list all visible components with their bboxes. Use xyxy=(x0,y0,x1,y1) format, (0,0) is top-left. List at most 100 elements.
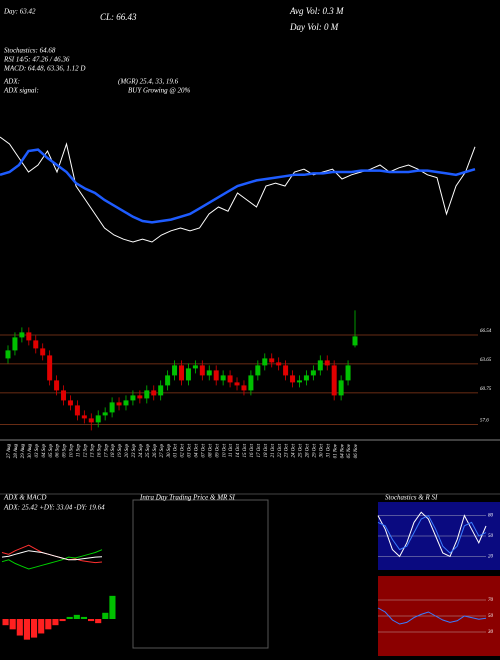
x-tick-label: 28 Oct xyxy=(306,443,311,457)
x-tick-label: 18 Sep xyxy=(111,444,116,458)
candle-body xyxy=(81,415,87,419)
x-tick-label: 16 Sep xyxy=(97,444,102,458)
candle-body xyxy=(283,365,289,376)
x-tick-label: 08 Oct xyxy=(208,443,213,457)
x-tick-label: 30 Sep xyxy=(167,444,172,458)
candle-body xyxy=(262,358,268,366)
x-tick-label: 27 Sep xyxy=(160,444,165,458)
candle-body xyxy=(290,375,296,383)
series-line xyxy=(0,148,476,224)
candle-body xyxy=(61,390,67,401)
candle-body xyxy=(158,385,164,396)
y-tick-label: 50 xyxy=(488,534,494,539)
candle-body xyxy=(345,365,351,381)
candle-body xyxy=(352,336,358,346)
x-tick-label: 17 Sep xyxy=(104,444,109,458)
header-line: Stochastics: 64.68 xyxy=(4,47,56,55)
x-tick-label: 06 Nov xyxy=(354,443,359,458)
macd-bar xyxy=(31,619,38,638)
candle-body xyxy=(19,332,25,338)
x-tick-label: 19 Sep xyxy=(118,444,123,458)
intraday-frame xyxy=(132,499,269,649)
macd-bar xyxy=(38,619,45,634)
x-tick-label: 12 Sep xyxy=(83,444,88,458)
candle-body xyxy=(33,340,39,349)
candle-body xyxy=(144,390,150,399)
candle-body xyxy=(192,365,198,369)
x-tick-label: 09 Oct xyxy=(215,443,220,457)
x-tick-label: 27 Aug xyxy=(7,444,12,459)
macd-bar xyxy=(88,619,95,622)
candle-body xyxy=(331,365,337,396)
header-line: BUY Growing @ 20% xyxy=(128,87,191,95)
candle-body xyxy=(296,380,302,383)
y-tick-label: 50 xyxy=(488,614,494,619)
series-line xyxy=(377,607,487,625)
series-line xyxy=(0,136,476,243)
x-tick-label: 16 Oct xyxy=(250,443,255,457)
y-tick-label: 60.75 xyxy=(480,387,492,392)
x-tick-label: 24 Oct xyxy=(292,443,297,457)
candle-body xyxy=(116,402,122,406)
candle-body xyxy=(234,382,240,386)
candle-body xyxy=(26,332,32,341)
candle-body xyxy=(255,365,261,376)
x-tick-label: 31 Oct xyxy=(326,443,331,457)
x-tick-label: 21 Oct xyxy=(271,443,276,457)
x-tick-label: 25 Sep xyxy=(146,444,151,458)
candle-body xyxy=(324,360,330,366)
series-line xyxy=(377,514,487,554)
y-tick-label: 63.65 xyxy=(480,358,492,363)
x-tick-label: 18 Oct xyxy=(264,443,269,457)
x-tick-label: 22 Oct xyxy=(278,443,283,457)
macd-bar xyxy=(59,619,66,622)
x-tick-label: 23 Oct xyxy=(285,443,290,457)
candle-body xyxy=(241,385,247,391)
x-tick-label: 01 Nov xyxy=(333,443,338,458)
x-tick-label: 10 Oct xyxy=(222,443,227,457)
candle-body xyxy=(227,375,233,383)
candle-body xyxy=(276,362,282,366)
candle-body xyxy=(179,365,184,381)
candle-body xyxy=(248,375,254,391)
candle-body xyxy=(165,375,171,386)
macd-bar xyxy=(23,619,30,640)
x-tick-label: 02 Oct xyxy=(181,443,186,457)
candle-body xyxy=(95,415,101,423)
candle-body xyxy=(303,375,309,381)
x-tick-label: 04 Nov xyxy=(340,443,345,458)
macd-bar xyxy=(45,619,52,630)
x-tick-label: 28 Aug xyxy=(14,444,19,459)
candle-body xyxy=(172,365,178,376)
y-tick-label: 66.54 xyxy=(480,329,492,334)
x-tick-label: 05 Sep xyxy=(49,444,54,458)
macd-bar xyxy=(80,616,87,619)
x-tick-label: 24 Sep xyxy=(139,444,144,458)
y-tick-label: 57.6 xyxy=(480,419,489,424)
macd-bar xyxy=(109,595,116,619)
panel-title: Stochastics & R SI xyxy=(385,494,438,502)
macd-bar xyxy=(66,616,73,619)
candle-body xyxy=(137,395,143,399)
macd-bar xyxy=(16,619,23,636)
x-tick-label: 14 Oct xyxy=(236,443,241,457)
header-line: (MGR) 25.4, 33, 19.6 xyxy=(118,78,179,86)
candle-body xyxy=(5,350,11,359)
candle-body xyxy=(123,400,129,406)
candle-body xyxy=(206,370,212,376)
x-tick-label: 09 Sep xyxy=(63,444,68,458)
macd-bar xyxy=(102,612,109,619)
header-line: MACD: 64.48, 63.36, 1.12 D xyxy=(3,65,85,73)
panel-title: Intra Day Trading Price & MR SI xyxy=(139,494,236,502)
x-tick-label: 30 Aug xyxy=(28,444,33,459)
candle-body xyxy=(213,370,219,381)
x-tick-label: 26 Sep xyxy=(153,444,158,458)
x-tick-label: 17 Oct xyxy=(257,443,262,457)
candle-body xyxy=(310,370,316,376)
header-line: Day Vol: 0 M xyxy=(289,22,339,32)
x-tick-label: 11 Sep xyxy=(77,444,82,458)
candle-body xyxy=(109,402,115,413)
candle-body xyxy=(151,390,157,396)
x-tick-label: 03 Oct xyxy=(188,443,193,457)
